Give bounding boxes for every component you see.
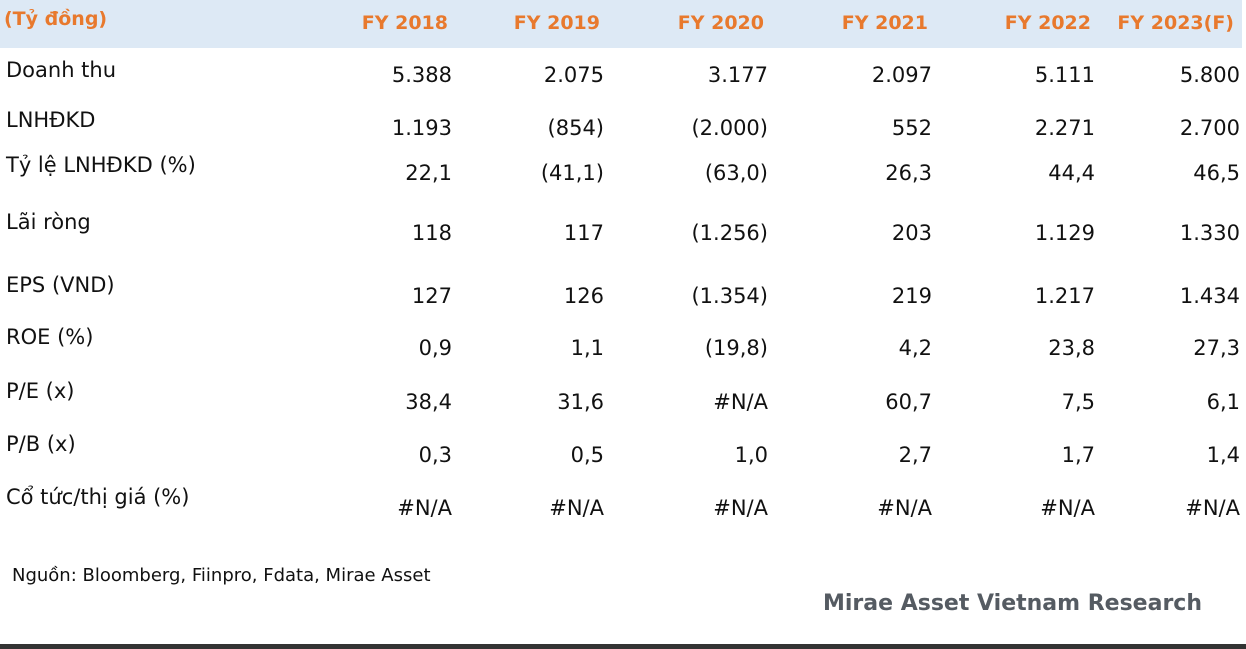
cell-value: 2.271 — [1034, 116, 1095, 140]
source-note: Nguồn: Bloomberg, Fiinpro, Fdata, Mirae … — [12, 565, 431, 586]
cell-value: 0,9 — [418, 336, 452, 360]
cell-value: (19,8) — [704, 336, 768, 360]
cell-value: 1,4 — [1206, 443, 1240, 467]
cell-value: 2.097 — [871, 63, 932, 87]
cell-value: (2.000) — [691, 116, 768, 140]
cell-value: 1,7 — [1061, 443, 1095, 467]
cell-value: 1,1 — [570, 336, 604, 360]
row-label: P/B (x) — [6, 432, 76, 456]
table-row: Lãi ròng 118 117 (1.256) 203 1.129 1.330 — [0, 210, 1246, 246]
column-header: FY 2021 — [841, 12, 928, 34]
table-row: ROE (%) 0,9 1,1 (19,8) 4,2 23,8 27,3 — [0, 325, 1246, 361]
cell-value: 5.388 — [391, 63, 452, 87]
column-header: FY 2018 — [361, 12, 448, 34]
row-label: Tỷ lệ LNHĐKD (%) — [6, 153, 196, 177]
cell-value: 38,4 — [405, 390, 452, 414]
cell-value: 118 — [411, 221, 452, 245]
cell-value: 1,0 — [734, 443, 768, 467]
row-label: P/E (x) — [6, 379, 75, 403]
cell-value: 27,3 — [1193, 336, 1240, 360]
row-label: ROE (%) — [6, 325, 94, 349]
cell-value: 6,1 — [1206, 390, 1240, 414]
brand-label: Mirae Asset Vietnam Research — [823, 591, 1203, 616]
table-row: Doanh thu 5.388 2.075 3.177 2.097 5.111 5.800 — [0, 58, 1246, 88]
cell-value: 203 — [891, 221, 932, 245]
cell-value: 5.800 — [1179, 63, 1240, 87]
cell-value: 1.330 — [1179, 221, 1240, 245]
table-row: LNHĐKD 1.193 (854) (2.000) 552 2.271 2.700 — [0, 108, 1246, 141]
cell-value: (854) — [547, 116, 604, 140]
column-header: FY 2022 — [1004, 12, 1091, 34]
table-row: EPS (VND) 127 126 (1.354) 219 1.217 1.434 — [0, 273, 1246, 309]
table-row: Tỷ lệ LNHĐKD (%) 22,1 (41,1) (63,0) 26,3 44,4… — [0, 153, 1246, 186]
cell-value: (1.256) — [691, 221, 768, 245]
cell-value: 7,5 — [1061, 390, 1095, 414]
table-row: P/B (x) 0,3 0,5 1,0 2,7 1,7 1,4 — [0, 432, 1246, 468]
cell-value: 2.075 — [543, 63, 604, 87]
cell-value: (63,0) — [704, 161, 768, 185]
cell-value: (1.354) — [691, 284, 768, 308]
cell-value: 0,3 — [418, 443, 452, 467]
cell-value: 126 — [563, 284, 604, 308]
cell-value: 26,3 — [885, 161, 932, 185]
cell-value: #N/A — [1040, 496, 1095, 520]
cell-value: 127 — [411, 284, 452, 308]
cell-value: #N/A — [1185, 496, 1240, 520]
cell-value: #N/A — [397, 496, 452, 520]
cell-value: #N/A — [713, 390, 768, 414]
cell-value: 2.700 — [1179, 116, 1240, 140]
cell-value: 3.177 — [707, 63, 768, 87]
row-label: Lãi ròng — [6, 210, 91, 234]
cell-value: 1.434 — [1179, 284, 1240, 308]
row-label: EPS (VND) — [6, 273, 115, 297]
table-row: P/E (x) 38,4 31,6 #N/A 60,7 7,5 6,1 — [0, 379, 1246, 415]
cell-value: 31,6 — [557, 390, 604, 414]
cell-value: 1.129 — [1034, 221, 1095, 245]
row-label: LNHĐKD — [6, 108, 96, 132]
cell-value: 2,7 — [898, 443, 932, 467]
bottom-divider — [0, 644, 1246, 649]
cell-value: #N/A — [877, 496, 932, 520]
cell-value: 60,7 — [885, 390, 932, 414]
table-header: (Tỷ đồng) FY 2018 FY 2019 FY 2020 FY 202… — [0, 0, 1242, 48]
column-header: FY 2023(F) — [1117, 12, 1234, 34]
cell-value: 23,8 — [1048, 336, 1095, 360]
cell-value: 5.111 — [1034, 63, 1095, 87]
cell-value: 0,5 — [570, 443, 604, 467]
unit-label: (Tỷ đồng) — [4, 8, 108, 30]
cell-value: 44,4 — [1048, 161, 1095, 185]
cell-value: 552 — [891, 116, 932, 140]
cell-value: #N/A — [713, 496, 768, 520]
cell-value: 4,2 — [898, 336, 932, 360]
row-label: Doanh thu — [6, 58, 117, 82]
cell-value: 1.193 — [391, 116, 452, 140]
row-label: Cổ tức/thị giá (%) — [6, 485, 190, 509]
cell-value: 22,1 — [405, 161, 452, 185]
cell-value: (41,1) — [540, 161, 604, 185]
cell-value: 46,5 — [1193, 161, 1240, 185]
table-row: Cổ tức/thị giá (%) #N/A #N/A #N/A #N/A #N/A #N… — [0, 485, 1246, 521]
cell-value: 117 — [563, 221, 604, 245]
column-header: FY 2019 — [513, 12, 600, 34]
column-header: FY 2020 — [677, 12, 764, 34]
cell-value: #N/A — [549, 496, 604, 520]
cell-value: 219 — [891, 284, 932, 308]
cell-value: 1.217 — [1034, 284, 1095, 308]
